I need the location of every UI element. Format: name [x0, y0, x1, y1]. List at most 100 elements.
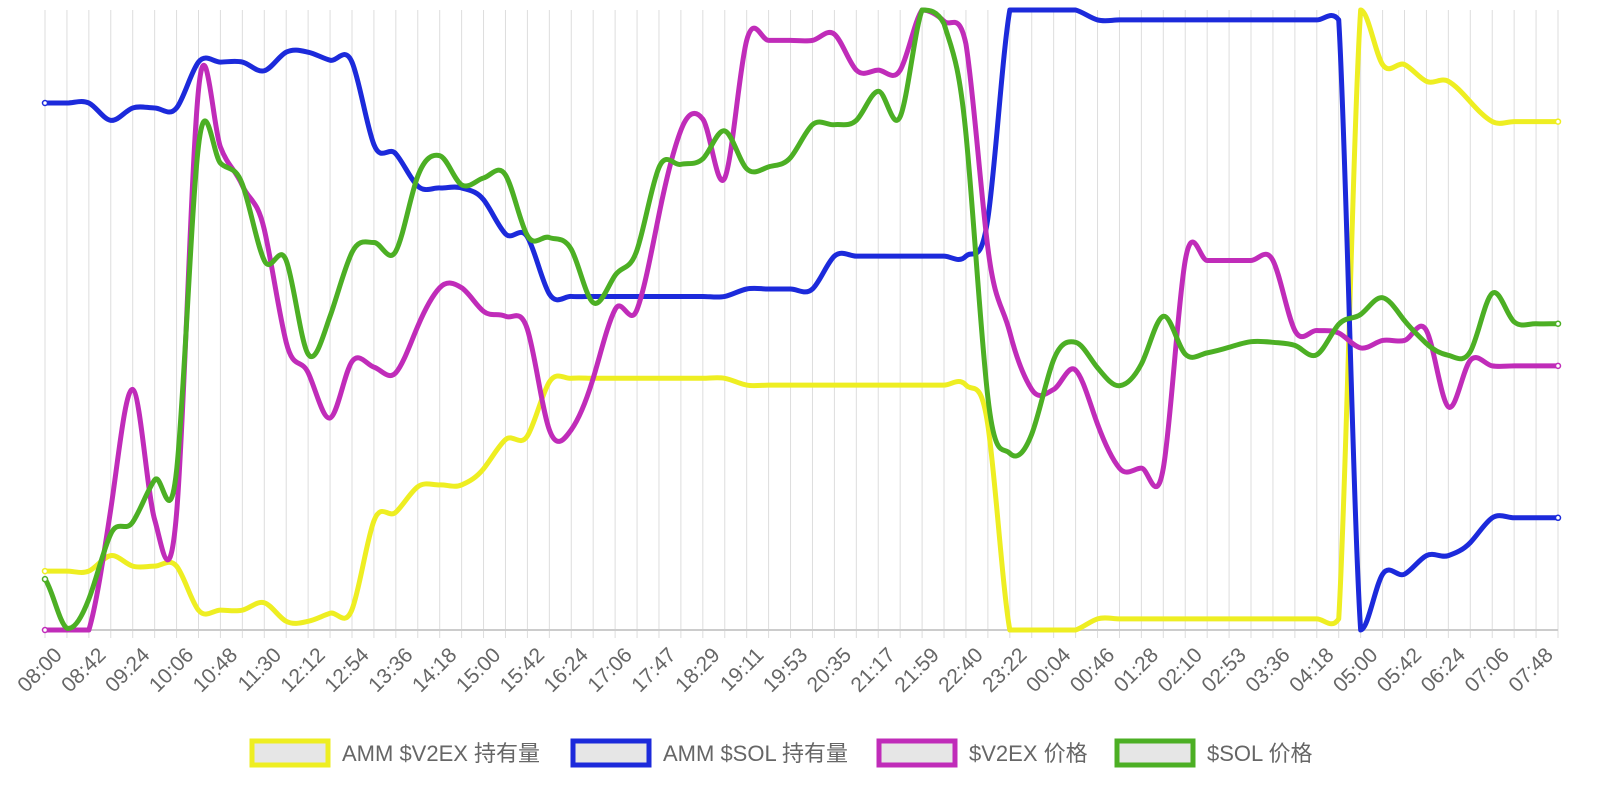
data-point — [1402, 572, 1407, 577]
data-point — [1380, 62, 1385, 67]
data-point — [920, 383, 925, 388]
data-point — [985, 395, 990, 400]
data-point — [744, 383, 749, 388]
data-point — [349, 250, 354, 255]
data-point — [744, 166, 749, 171]
x-tick-label: 02:53 — [1197, 643, 1250, 696]
data-point — [1139, 466, 1144, 471]
data-point — [328, 58, 333, 63]
data-point — [1073, 628, 1078, 632]
data-point — [942, 383, 947, 388]
data-point — [1073, 368, 1078, 373]
data-point — [1183, 17, 1188, 22]
data-point — [1554, 118, 1562, 125]
data-point — [1249, 258, 1254, 263]
data-point — [766, 164, 771, 169]
data-point — [1512, 119, 1517, 124]
data-point — [1007, 451, 1012, 456]
data-point — [130, 387, 135, 392]
series-0 — [41, 7, 1562, 633]
data-point — [854, 254, 859, 259]
x-tick-label: 05:42 — [1373, 643, 1426, 696]
data-point — [86, 569, 91, 574]
data-point — [1161, 314, 1166, 319]
data-point — [1205, 616, 1210, 621]
data-point — [569, 294, 574, 299]
series-2 — [41, 7, 1562, 634]
data-point — [415, 174, 420, 179]
data-point — [656, 212, 661, 217]
data-point — [700, 156, 705, 161]
data-point — [1227, 345, 1232, 350]
data-point — [108, 118, 113, 123]
legend-item[interactable]: AMM $SOL 持有量 — [570, 738, 848, 768]
data-point — [569, 427, 574, 432]
x-tick-label: 03:36 — [1241, 643, 1294, 696]
data-point — [152, 105, 157, 110]
data-point — [1249, 339, 1254, 344]
data-point — [415, 324, 420, 329]
data-point — [1512, 363, 1517, 368]
data-point — [985, 423, 990, 428]
data-point — [130, 564, 135, 569]
legend-item[interactable]: $V2EX 价格 — [876, 738, 1088, 768]
data-point — [635, 247, 640, 252]
data-point — [1205, 258, 1210, 263]
data-point — [722, 376, 727, 381]
data-point — [41, 626, 49, 634]
data-point — [963, 254, 968, 259]
x-tick-label: 00:46 — [1066, 643, 1119, 696]
x-tick-label: 06:24 — [1417, 643, 1471, 697]
data-point — [196, 87, 201, 92]
legend-label: AMM $V2EX 持有量 — [342, 741, 540, 766]
data-point — [1270, 17, 1275, 22]
data-point — [108, 531, 113, 536]
data-point — [130, 520, 135, 525]
data-point — [437, 285, 442, 290]
x-tick-label: 22:40 — [934, 643, 987, 696]
x-tick-label: 17:47 — [627, 643, 680, 696]
legend-item[interactable]: AMM $V2EX 持有量 — [249, 738, 540, 768]
data-point — [700, 117, 705, 122]
data-point — [328, 611, 333, 616]
data-point — [1270, 340, 1275, 345]
data-point — [613, 376, 618, 381]
data-point — [481, 176, 486, 181]
series-line — [42, 7, 1561, 633]
x-tick-label: 17:06 — [583, 643, 636, 696]
data-point — [854, 118, 859, 123]
data-point — [218, 145, 223, 150]
data-point — [1292, 328, 1297, 333]
data-point — [1270, 258, 1275, 263]
legend-item[interactable]: $SOL 价格 — [1114, 738, 1313, 768]
data-point — [1051, 8, 1056, 12]
data-point — [1534, 321, 1539, 326]
data-point — [1446, 404, 1451, 409]
x-tick-label: 09:24 — [101, 643, 155, 697]
data-point — [1424, 553, 1429, 558]
x-tick-label: 02:10 — [1154, 643, 1207, 696]
data-point — [1139, 17, 1144, 22]
data-point — [1468, 540, 1473, 545]
data-point — [547, 427, 552, 432]
data-point — [41, 99, 49, 107]
data-point — [415, 484, 420, 489]
data-point — [591, 376, 596, 381]
data-point — [349, 359, 354, 364]
data-point — [1292, 17, 1297, 22]
data-point — [130, 105, 135, 110]
x-tick-label: 08:42 — [57, 643, 110, 696]
data-point — [1336, 616, 1341, 621]
data-point — [459, 182, 464, 187]
data-point — [1183, 258, 1188, 263]
data-point — [108, 507, 113, 512]
x-tick-label: 20:35 — [803, 643, 856, 696]
data-point — [371, 365, 376, 370]
data-point — [1336, 17, 1341, 22]
x-tick-label: 08:00 — [13, 643, 66, 696]
data-point — [1402, 318, 1407, 323]
data-point — [1205, 350, 1210, 355]
data-point — [1007, 330, 1012, 335]
data-point — [174, 511, 179, 516]
